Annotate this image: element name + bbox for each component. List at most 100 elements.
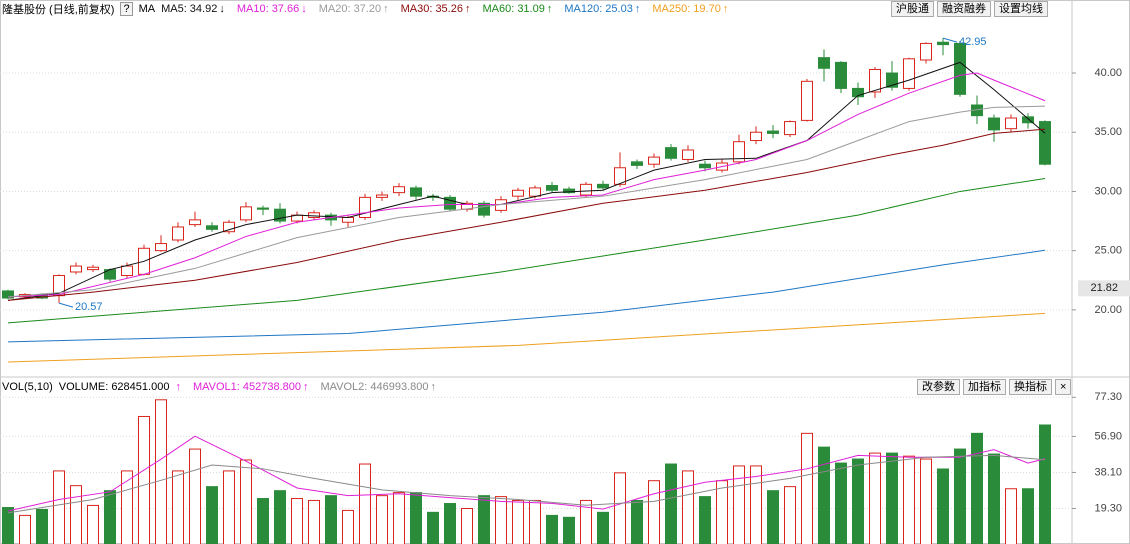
candle-body <box>240 206 252 221</box>
volume-bar <box>750 465 762 544</box>
candle-body <box>376 194 388 198</box>
y-tick-label: 35.00 <box>1094 126 1122 138</box>
stock-title: 隆基股份 (日线,前复权) <box>2 4 115 16</box>
volume-bar <box>478 495 490 544</box>
volume-bar <box>53 470 65 544</box>
candle-body <box>665 147 677 159</box>
candle-body <box>189 219 201 226</box>
candle-body <box>410 187 422 197</box>
candle-body <box>767 130 779 134</box>
volume-bar <box>257 498 269 544</box>
legend-trend: ↓ <box>301 3 307 15</box>
volume-bar <box>104 490 116 544</box>
candle-body <box>801 80 813 121</box>
candle-body <box>70 265 82 273</box>
indicator-button[interactable]: 换指标 <box>1009 379 1052 395</box>
volume-bar <box>971 432 983 544</box>
volume-bar <box>716 480 728 544</box>
candle-body <box>920 42 932 61</box>
candle-body <box>1005 117 1017 130</box>
price-header: 隆基股份 (日线,前复权) ? MA MA5: 34.92 ↓ MA10: 37.6… <box>2 1 740 17</box>
vol-title: VOL(5,10) <box>2 381 53 393</box>
candle-body <box>597 183 609 189</box>
price-label-box <box>1078 280 1130 297</box>
volume-bar <box>393 492 405 544</box>
help-button[interactable]: ? <box>120 2 133 16</box>
annotation-arrow <box>58 302 74 308</box>
header-button[interactable]: 沪股通 <box>891 1 934 17</box>
candle-body <box>512 189 524 197</box>
candle-body <box>2 290 14 299</box>
candle-body <box>206 225 218 230</box>
candle-body <box>614 167 626 185</box>
volume-bar <box>903 455 915 544</box>
candle-body <box>988 117 1000 131</box>
annotation-arrow <box>942 37 958 43</box>
volume-bar <box>988 453 1000 544</box>
volume-bar <box>546 514 558 544</box>
volume-bar <box>801 432 813 544</box>
volume-bar <box>291 498 303 544</box>
candle-body <box>444 196 456 210</box>
legend-trend: ↑ <box>302 381 309 393</box>
candle-body <box>308 212 320 218</box>
y-tick-label: 19.30 <box>1094 502 1122 514</box>
legend-name: MA20: 37.20 <box>318 3 382 15</box>
candle-body <box>529 187 541 197</box>
candle-body <box>1039 121 1051 165</box>
volume-bar <box>767 490 779 544</box>
legend-entry: MA10: 37.66 ↓ <box>237 3 313 15</box>
candle-body <box>342 217 354 223</box>
volume-bar <box>308 499 320 544</box>
top-buttons: 沪股通 融资融券 设置均线 <box>888 1 1048 17</box>
volume-bar <box>631 499 643 544</box>
volume-bar <box>206 486 218 544</box>
volume-bar <box>1005 488 1017 544</box>
candle-body <box>563 188 575 194</box>
candle-body <box>580 183 592 196</box>
header-button[interactable]: 融资融券 <box>937 1 991 17</box>
candle-body <box>546 185 558 191</box>
volume-bar <box>155 399 167 544</box>
volume-bar <box>376 495 388 544</box>
y-tick-label: 77.30 <box>1094 391 1122 403</box>
volume-value: VOLUME: 628451.000 <box>58 381 170 393</box>
candle-body <box>733 141 745 163</box>
volume-bar <box>784 486 796 544</box>
indicator-button[interactable]: × <box>1055 379 1072 395</box>
candle-body <box>257 207 269 210</box>
legend-name: MA60: 31.09 <box>482 3 545 15</box>
indicator-button[interactable]: 加指标 <box>963 379 1006 395</box>
volume-bar <box>427 511 439 544</box>
volume-bar <box>886 452 898 544</box>
volume-bar <box>495 496 507 544</box>
candle-body <box>87 266 99 271</box>
volume-bar <box>359 463 371 544</box>
volume-bar <box>869 452 881 544</box>
ma-label: MA <box>138 3 156 15</box>
candle-body <box>631 161 643 166</box>
candle-body <box>1022 116 1034 124</box>
ma-line <box>7 72 1046 298</box>
legend-entry: MA20: 37.20 ↑ <box>319 3 395 15</box>
candle-body <box>478 202 490 216</box>
legend-entry: MA60: 31.09 ↑ <box>482 3 558 15</box>
candle-body <box>699 163 711 169</box>
volume-bar <box>1039 424 1051 544</box>
annotation-label: 20.57 <box>75 301 103 313</box>
volume-bar <box>223 470 235 544</box>
annotation-label: 42.95 <box>959 36 987 48</box>
volume-bar <box>240 459 252 544</box>
indicator-button[interactable]: 改参数 <box>917 379 960 395</box>
volume-bar <box>614 472 626 544</box>
volume-bar <box>665 463 677 544</box>
ma-line <box>7 61 1046 301</box>
candle-body <box>852 87 864 98</box>
ma-line <box>7 249 1046 343</box>
volume-trend: ↑ <box>175 381 181 393</box>
volume-bar <box>274 490 286 544</box>
volume-bar <box>954 448 966 544</box>
header-button[interactable]: 设置均线 <box>994 1 1048 17</box>
ma-line <box>7 128 1046 301</box>
